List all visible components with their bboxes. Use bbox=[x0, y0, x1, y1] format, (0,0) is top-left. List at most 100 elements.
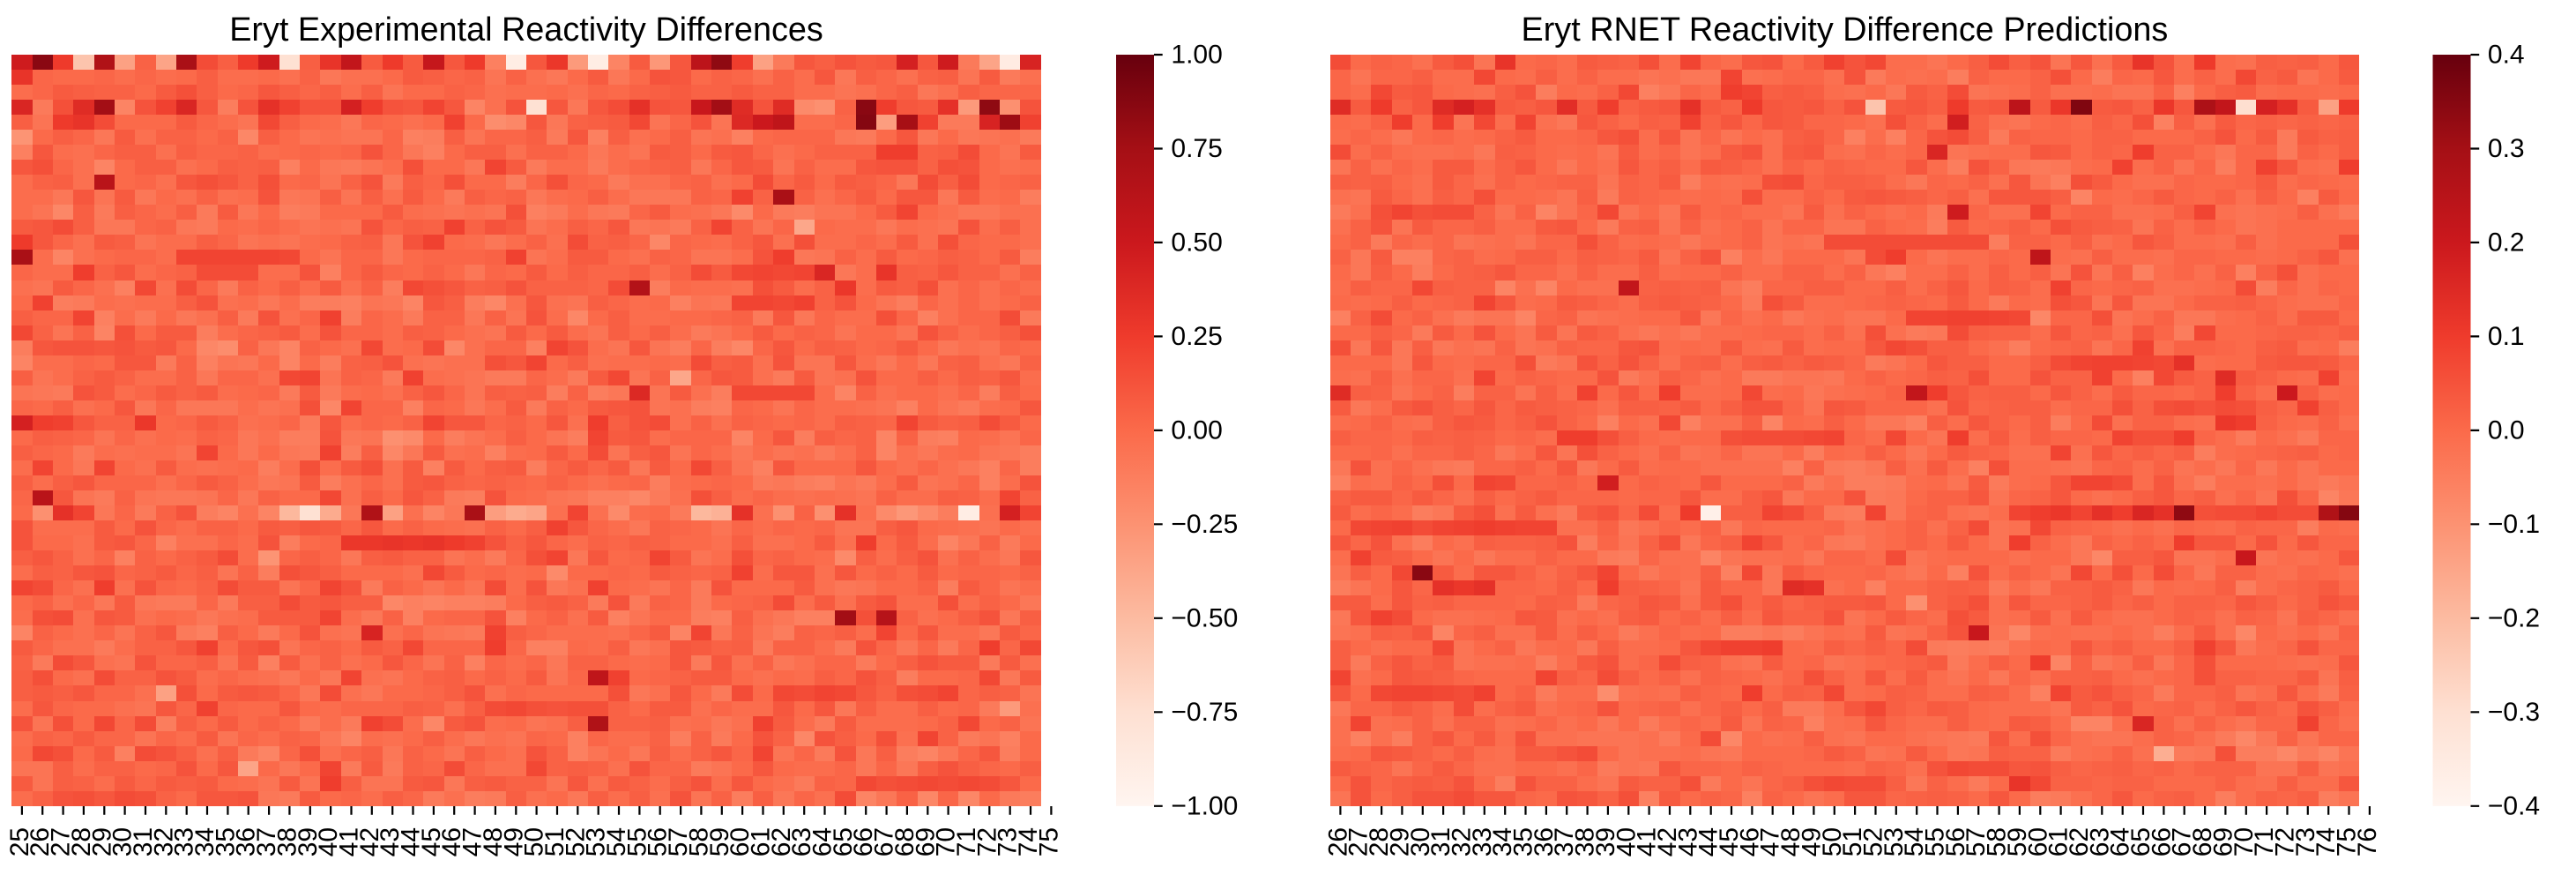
svg-text:0.2: 0.2 bbox=[2488, 228, 2525, 257]
svg-text:61: 61 bbox=[2044, 827, 2073, 856]
svg-text:1.00: 1.00 bbox=[1171, 41, 1222, 70]
svg-text:68: 68 bbox=[890, 827, 919, 856]
svg-text:72: 72 bbox=[2271, 827, 2300, 856]
svg-text:71: 71 bbox=[952, 827, 981, 856]
svg-text:34: 34 bbox=[1488, 827, 1517, 856]
svg-text:33: 33 bbox=[170, 827, 199, 856]
svg-text:64: 64 bbox=[808, 827, 838, 856]
svg-text:51: 51 bbox=[540, 827, 570, 856]
svg-text:39: 39 bbox=[1591, 827, 1620, 856]
svg-text:Eryt RNET Reactivity Differenc: Eryt RNET Reactivity Difference Predicti… bbox=[1522, 11, 2169, 49]
svg-text:35: 35 bbox=[211, 827, 240, 856]
svg-text:44: 44 bbox=[397, 827, 426, 856]
svg-text:−0.50: −0.50 bbox=[1171, 603, 1238, 632]
svg-text:56: 56 bbox=[644, 827, 673, 856]
svg-text:50: 50 bbox=[1818, 827, 1847, 856]
svg-text:39: 39 bbox=[294, 827, 323, 856]
svg-text:40: 40 bbox=[1612, 827, 1641, 856]
svg-text:59: 59 bbox=[2003, 827, 2032, 856]
svg-text:46: 46 bbox=[437, 827, 466, 856]
svg-text:63: 63 bbox=[787, 827, 816, 856]
svg-text:55: 55 bbox=[622, 827, 651, 856]
svg-text:37: 37 bbox=[252, 827, 281, 856]
svg-text:36: 36 bbox=[1530, 827, 1559, 856]
svg-text:33: 33 bbox=[1468, 827, 1497, 856]
svg-text:61: 61 bbox=[747, 827, 776, 856]
svg-text:0.4: 0.4 bbox=[2488, 41, 2525, 70]
svg-text:−0.2: −0.2 bbox=[2488, 603, 2540, 632]
svg-text:−1.00: −1.00 bbox=[1171, 791, 1238, 820]
svg-text:60: 60 bbox=[726, 827, 755, 856]
svg-text:56: 56 bbox=[1941, 827, 1970, 856]
svg-text:62: 62 bbox=[767, 827, 796, 856]
svg-text:43: 43 bbox=[376, 827, 405, 856]
svg-text:66: 66 bbox=[849, 827, 878, 856]
svg-text:52: 52 bbox=[561, 827, 590, 856]
svg-text:27: 27 bbox=[47, 827, 76, 856]
svg-text:30: 30 bbox=[1406, 827, 1435, 856]
svg-text:0.1: 0.1 bbox=[2488, 322, 2525, 351]
svg-text:31: 31 bbox=[129, 827, 158, 856]
svg-text:36: 36 bbox=[232, 827, 261, 856]
svg-text:38: 38 bbox=[1571, 827, 1600, 856]
svg-text:55: 55 bbox=[1921, 827, 1950, 856]
svg-text:41: 41 bbox=[335, 827, 364, 856]
svg-text:0.75: 0.75 bbox=[1171, 134, 1222, 163]
svg-text:47: 47 bbox=[458, 827, 488, 856]
svg-text:29: 29 bbox=[87, 827, 116, 856]
svg-text:42: 42 bbox=[1653, 827, 1682, 856]
svg-text:74: 74 bbox=[1014, 827, 1043, 856]
svg-text:70: 70 bbox=[2230, 827, 2259, 856]
svg-text:44: 44 bbox=[1694, 827, 1724, 856]
svg-text:42: 42 bbox=[355, 827, 384, 856]
svg-text:37: 37 bbox=[1550, 827, 1579, 856]
svg-text:50: 50 bbox=[520, 827, 549, 856]
svg-text:0.25: 0.25 bbox=[1171, 322, 1222, 351]
svg-text:54: 54 bbox=[1900, 827, 1929, 856]
svg-text:0.50: 0.50 bbox=[1171, 228, 1222, 257]
svg-text:64: 64 bbox=[2106, 827, 2135, 856]
svg-text:25: 25 bbox=[5, 827, 34, 856]
svg-text:59: 59 bbox=[705, 827, 734, 856]
svg-text:32: 32 bbox=[149, 827, 178, 856]
svg-text:68: 68 bbox=[2188, 827, 2217, 856]
svg-text:−0.4: −0.4 bbox=[2488, 791, 2540, 820]
svg-text:34: 34 bbox=[190, 827, 220, 856]
svg-text:−0.3: −0.3 bbox=[2488, 698, 2540, 727]
svg-text:69: 69 bbox=[2208, 827, 2237, 856]
svg-text:43: 43 bbox=[1673, 827, 1702, 856]
svg-text:49: 49 bbox=[499, 827, 528, 856]
svg-text:72: 72 bbox=[972, 827, 1001, 856]
svg-text:51: 51 bbox=[1838, 827, 1867, 856]
svg-text:41: 41 bbox=[1633, 827, 1662, 856]
svg-text:−0.1: −0.1 bbox=[2488, 510, 2540, 539]
svg-text:58: 58 bbox=[1983, 827, 2012, 856]
svg-text:53: 53 bbox=[582, 827, 611, 856]
svg-text:73: 73 bbox=[994, 827, 1023, 856]
svg-text:45: 45 bbox=[1715, 827, 1744, 856]
svg-text:74: 74 bbox=[2312, 827, 2341, 856]
svg-text:52: 52 bbox=[1859, 827, 1888, 856]
svg-text:53: 53 bbox=[1880, 827, 1909, 856]
svg-text:26: 26 bbox=[1323, 827, 1352, 856]
svg-text:65: 65 bbox=[2126, 827, 2155, 856]
svg-text:46: 46 bbox=[1735, 827, 1764, 856]
svg-text:54: 54 bbox=[602, 827, 631, 856]
svg-text:40: 40 bbox=[314, 827, 343, 856]
svg-text:38: 38 bbox=[272, 827, 302, 856]
svg-text:58: 58 bbox=[684, 827, 713, 856]
svg-text:67: 67 bbox=[870, 827, 899, 856]
svg-text:71: 71 bbox=[2250, 827, 2279, 856]
svg-text:48: 48 bbox=[1776, 827, 1805, 856]
svg-text:28: 28 bbox=[1365, 827, 1394, 856]
svg-text:28: 28 bbox=[67, 827, 96, 856]
svg-text:66: 66 bbox=[2147, 827, 2176, 856]
svg-text:47: 47 bbox=[1756, 827, 1785, 856]
svg-text:57: 57 bbox=[1962, 827, 1991, 856]
svg-text:27: 27 bbox=[1344, 827, 1374, 856]
svg-text:35: 35 bbox=[1509, 827, 1538, 856]
svg-text:26: 26 bbox=[26, 827, 55, 856]
svg-text:Eryt Experimental Reactivity D: Eryt Experimental Reactivity Differences bbox=[229, 11, 823, 49]
svg-text:76: 76 bbox=[2353, 827, 2382, 856]
svg-text:73: 73 bbox=[2291, 827, 2320, 856]
